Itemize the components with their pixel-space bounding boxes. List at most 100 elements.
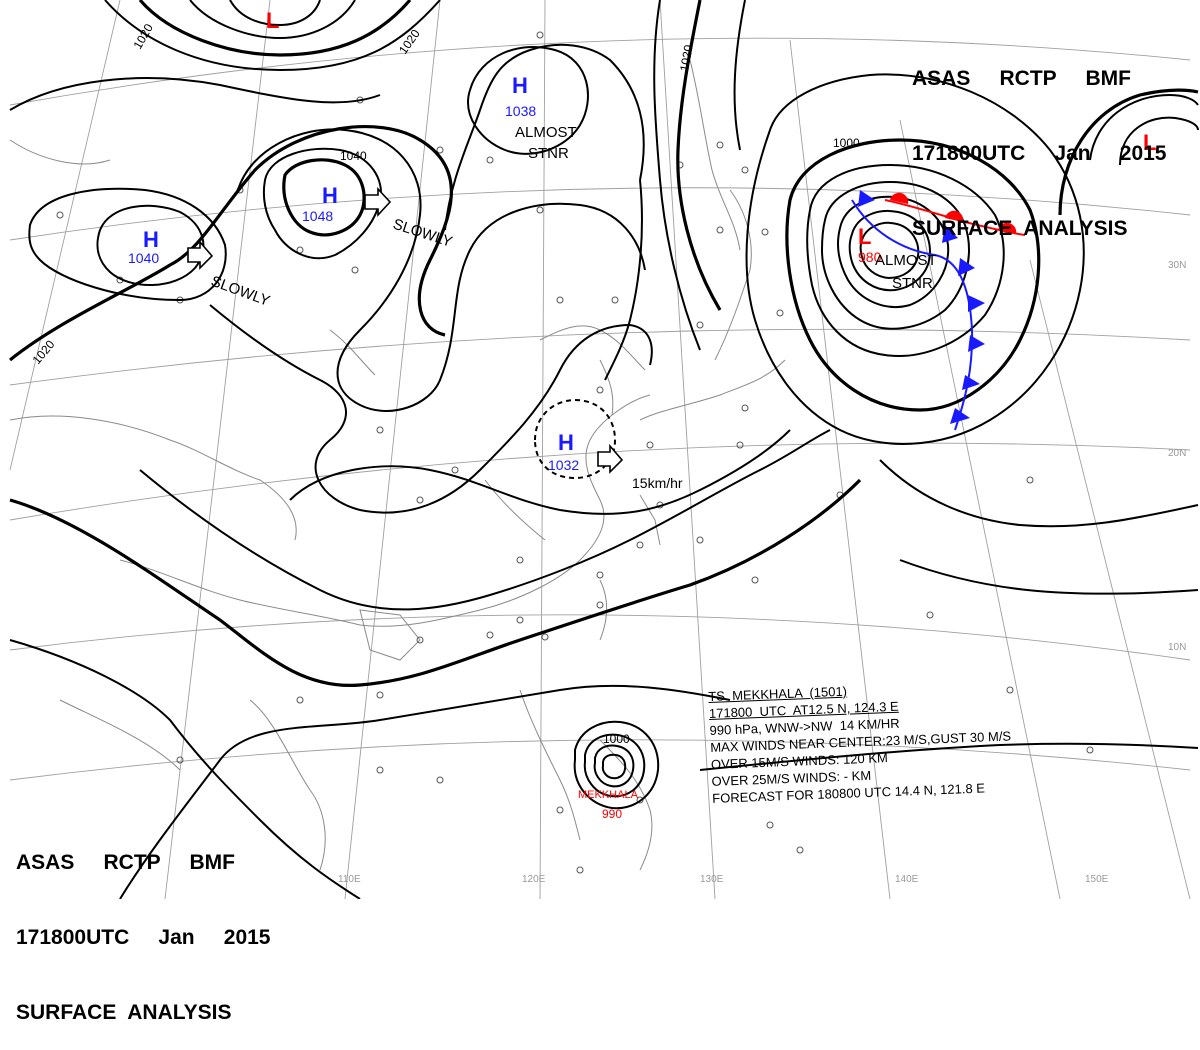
station-marker	[636, 541, 644, 549]
pressure-values: 1040 1048 1038 1032 980 990	[128, 103, 882, 821]
station-marker	[351, 266, 359, 274]
station-marker	[596, 601, 604, 609]
lon-label: 140E	[895, 874, 919, 885]
warm-front	[884, 192, 1026, 236]
almost-stnr-label: ALMOST	[875, 252, 937, 269]
lat-label: 20N	[1168, 448, 1186, 459]
header-top-line1: ASAS RCTP BMF	[912, 67, 1131, 90]
isobar-label: 1040	[340, 149, 367, 163]
isobar-label: 1000	[603, 732, 630, 746]
high-center-value: 1040	[128, 250, 159, 266]
header-bottom-line1: ASAS RCTP BMF	[16, 851, 235, 874]
isobar-label: 1020	[677, 43, 695, 72]
station-marker	[741, 404, 749, 412]
station-marker	[596, 386, 604, 394]
station-marker	[696, 321, 704, 329]
motion-arrow	[364, 186, 392, 218]
typhoon-map-label: MEKKHALA	[578, 789, 639, 801]
high-center-letter: H	[322, 183, 338, 208]
lon-label: 150E	[1085, 874, 1109, 885]
header-bottom: ASAS RCTP BMF 171800UTC Jan 2015 SURFACE…	[16, 800, 270, 1050]
front-triangle	[968, 295, 985, 312]
station-marker	[376, 426, 384, 434]
front-triangle	[962, 375, 980, 390]
almost-stnr-label: STNR	[528, 145, 569, 162]
isobar-labels: 1020 1020 1020 1040 1020 1000 1000	[30, 21, 860, 746]
station-marker	[611, 296, 619, 304]
low-center-letter: L	[1143, 130, 1156, 155]
low-center-letter: L	[266, 8, 279, 33]
header-bottom-line2: 171800UTC Jan 2015	[16, 926, 271, 949]
station-marker	[296, 696, 304, 704]
typhoon-info: TS MEKKHALA (1501) 171800 UTC AT12.5 N, …	[708, 676, 1013, 806]
station-marker	[516, 616, 524, 624]
front-semicircle	[890, 192, 909, 204]
speed-label: 15km/hr	[632, 475, 683, 491]
station-marker	[536, 206, 544, 214]
lon-label: 110E	[338, 874, 361, 885]
coastlines	[9, 59, 786, 871]
lon-label: 130E	[700, 874, 724, 885]
station-marker	[486, 156, 494, 164]
station-marker	[56, 211, 64, 219]
cold-front	[851, 190, 985, 431]
station-marker	[646, 441, 654, 449]
front-semicircle	[998, 222, 1017, 234]
front-semicircle	[945, 210, 964, 222]
high-center-value: 1038	[505, 103, 536, 119]
high-center-letter: H	[558, 430, 574, 455]
station-marker	[776, 309, 784, 317]
front-triangle	[950, 408, 970, 424]
weather-map: L H H H H L L 1040 1048 1038 1032 980 99…	[9, 0, 1199, 899]
isobar-label: 1000	[833, 136, 860, 150]
lat-label: 30N	[1168, 260, 1186, 271]
station-marker	[536, 31, 544, 39]
station-marker	[376, 766, 384, 774]
low-center-letter: L	[858, 224, 871, 249]
station-marker	[1026, 476, 1034, 484]
station-plots	[56, 31, 1094, 874]
station-marker	[176, 756, 184, 764]
almost-stnr-label: STNR	[892, 275, 933, 292]
station-marker	[751, 576, 759, 584]
station-marker	[716, 226, 724, 234]
low-center-value: 980	[858, 249, 882, 265]
station-marker	[1086, 746, 1094, 754]
front-triangle	[858, 190, 875, 207]
station-marker	[926, 611, 934, 619]
header-top: ASAS RCTP BMF 171800UTC Jan 2015 SURFACE…	[912, 16, 1166, 266]
station-marker	[556, 806, 564, 814]
motion-arrows	[187, 186, 624, 474]
header-top-line2: 171800UTC Jan 2015	[912, 142, 1167, 165]
high-center-letter: H	[143, 227, 159, 252]
station-marker	[1006, 686, 1014, 694]
station-marker	[766, 821, 774, 829]
header-top-line3: SURFACE ANALYSIS	[912, 217, 1128, 240]
slowly-label: SLOWLY	[209, 273, 273, 310]
low-center-value: 990	[602, 807, 622, 821]
station-marker	[416, 496, 424, 504]
station-marker	[696, 536, 704, 544]
station-marker	[416, 636, 424, 644]
station-marker	[541, 633, 549, 641]
high-center-value: 1048	[302, 208, 333, 224]
motion-arrow	[597, 443, 624, 474]
front-triangle	[958, 258, 975, 276]
front-triangle	[942, 225, 958, 243]
station-marker	[376, 691, 384, 699]
isobars	[9, 0, 1199, 899]
almost-stnr-label: ALMOST	[515, 124, 577, 141]
station-marker	[596, 571, 604, 579]
high-center-value: 1032	[548, 457, 579, 473]
station-marker	[516, 556, 524, 564]
station-marker	[576, 866, 584, 874]
front-triangle	[968, 335, 985, 352]
station-marker	[796, 846, 804, 854]
grid-labels: 30N 20N 10N 110E 120E 130E 140E 150E	[338, 260, 1186, 885]
lon-label: 120E	[522, 874, 546, 885]
header-bottom-line3: SURFACE ANALYSIS	[16, 1001, 232, 1024]
station-marker	[736, 441, 744, 449]
station-marker	[451, 466, 459, 474]
station-marker	[556, 296, 564, 304]
pressure-centers: L H H H H L L	[143, 8, 1156, 455]
